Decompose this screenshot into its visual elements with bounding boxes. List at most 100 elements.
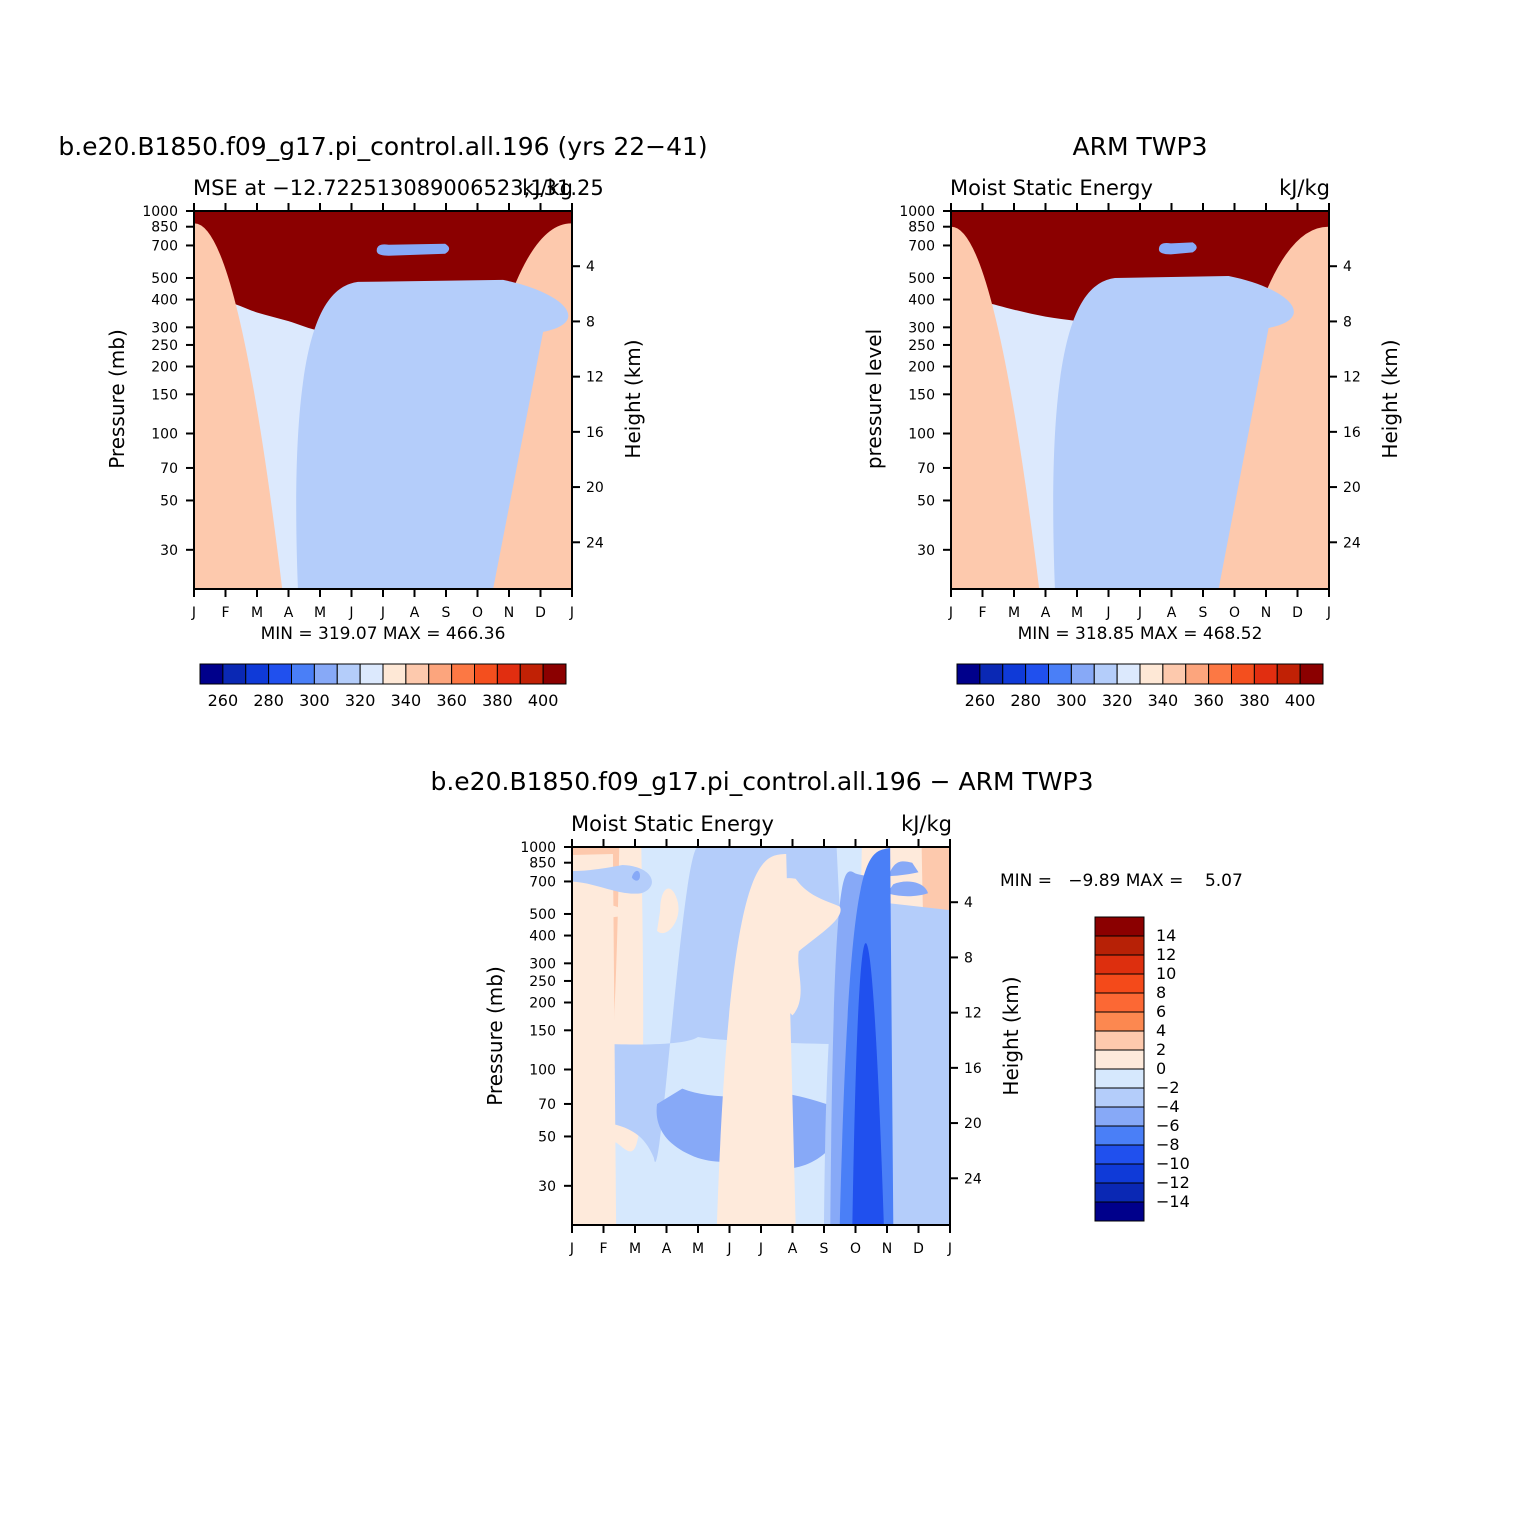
y2-tick-label: 12: [1343, 370, 1361, 386]
colorbar-swatch: [1093, 663, 1118, 685]
x-tick-label: N: [504, 605, 514, 621]
y-tick-label: 300: [151, 320, 178, 336]
colorbar-label: −4: [1156, 1097, 1180, 1116]
panel-title: b.e20.B1850.f09_g17.pi_control.all.196 (…: [58, 132, 707, 161]
colorbar-swatch: [1094, 1201, 1145, 1222]
panel-subtitle-left: Moist Static Energy: [950, 176, 1153, 200]
colorbar-swatch: [1094, 1144, 1145, 1165]
y2-axis-label: Height (km): [999, 976, 1023, 1095]
contour-band-310: [1158, 242, 1197, 255]
y-tick-label: 50: [917, 493, 935, 509]
x-tick-label: S: [1199, 605, 1208, 621]
colorbar-swatch: [1094, 1182, 1145, 1203]
x-tick-label: J: [569, 605, 574, 621]
y2-tick-label: 8: [1343, 314, 1352, 330]
colorbar-swatch: [1094, 916, 1145, 937]
contour-band-310: [376, 243, 450, 256]
colorbar-label: 14: [1156, 926, 1176, 945]
x-tick-label: F: [599, 1241, 607, 1257]
colorbar-swatch: [542, 663, 567, 685]
x-tick-label: D: [1292, 605, 1303, 621]
x-tick-label: N: [1261, 605, 1271, 621]
colorbar-swatch: [451, 663, 475, 685]
plot-axes: J F M A M J J A S O N D J 30 50 70 100 150 200 250 300 400 500…: [142, 203, 604, 621]
y-tick-label: 200: [529, 996, 556, 1012]
x-tick-label: F: [978, 605, 986, 621]
colorbar-swatch: [979, 663, 1004, 685]
contour-plot: [951, 211, 1329, 589]
y-tick-label: 100: [151, 426, 178, 442]
y2-tick-label: 16: [586, 425, 604, 441]
colorbar-swatch: [1094, 1163, 1145, 1184]
y2-tick-label: 4: [964, 895, 973, 911]
min-max-stats: MIN = −9.89 MAX = 5.07: [1000, 871, 1243, 891]
colorbar-label: −6: [1156, 1116, 1180, 1135]
y2-tick-label: 12: [586, 370, 604, 386]
x-tick-label: A: [284, 605, 294, 621]
panel-units-label: kJ/kg: [522, 176, 573, 200]
panel-model-mse: b.e20.B1850.f09_g17.pi_control.all.196 (…: [58, 132, 707, 710]
y-tick-label: 400: [529, 929, 556, 945]
y2-tick-label: 20: [586, 480, 604, 496]
min-max-stats: MIN = 318.85 MAX = 468.52: [1018, 624, 1263, 644]
x-tick-label: A: [788, 1241, 798, 1257]
x-tick-label: M: [314, 605, 326, 621]
colorbar-label: 12: [1156, 945, 1176, 964]
y2-tick-label: 8: [964, 950, 973, 966]
contour-plot: [194, 211, 572, 589]
colorbar-label: 2: [1156, 1040, 1166, 1059]
y2-tick-label: 24: [1343, 535, 1361, 551]
contour-plot: [572, 847, 950, 1225]
colorbar-swatch: [496, 663, 521, 685]
colorbar-label: 0: [1156, 1059, 1166, 1078]
colorbar-swatch: [382, 663, 407, 685]
colorbar-label: 400: [1285, 691, 1316, 710]
y-tick-label: 700: [908, 238, 935, 254]
panel-units-label: kJ/kg: [901, 812, 952, 836]
x-tick-label: A: [662, 1241, 672, 1257]
colorbar-swatch: [1094, 1011, 1145, 1032]
colorbar-label: −10: [1156, 1154, 1190, 1173]
y-tick-label: 70: [917, 461, 935, 477]
colorbar-label: 300: [1056, 691, 1087, 710]
y-axis-label: Pressure (mb): [483, 966, 507, 1106]
panel-title: ARM TWP3: [1073, 132, 1208, 161]
contour-band-320: [1053, 275, 1294, 589]
colorbar-swatch: [222, 663, 247, 685]
colorbar-label: 260: [965, 691, 996, 710]
colorbar-label: 280: [253, 691, 284, 710]
x-tick-label: D: [535, 605, 546, 621]
y-tick-label: 150: [908, 387, 935, 403]
y-tick-label: 250: [151, 338, 178, 354]
x-tick-label: M: [629, 1241, 641, 1257]
x-tick-label: J: [1326, 605, 1331, 621]
colorbar-swatch: [519, 663, 544, 685]
x-tick-label: S: [442, 605, 451, 621]
x-tick-label: M: [1008, 605, 1020, 621]
plot-axes: J F M A M J J A S O N D J 30 50 70 100 150 200 250 300 400 500…: [520, 839, 982, 1257]
panel-units-label: kJ/kg: [1279, 176, 1330, 200]
colorbar-label: 340: [1148, 691, 1179, 710]
y-tick-label: 50: [538, 1129, 556, 1145]
y2-tick-label: 24: [586, 535, 604, 551]
colorbar-label: −12: [1156, 1173, 1190, 1192]
y-tick-label: 300: [529, 956, 556, 972]
colorbar-label: 360: [1193, 691, 1224, 710]
colorbar-label: 320: [1102, 691, 1133, 710]
x-tick-label: J: [569, 1241, 574, 1257]
x-tick-label: O: [1229, 605, 1240, 621]
colorbar-swatch: [313, 663, 338, 685]
panel-subtitle-left: Moist Static Energy: [571, 812, 774, 836]
colorbar-swatch: [1094, 1125, 1145, 1146]
y-tick-label: 850: [908, 220, 935, 236]
min-max-stats: MIN = 319.07 MAX = 466.36: [261, 624, 506, 644]
y2-tick-label: 20: [964, 1116, 982, 1132]
contour-band-neg10-neg8-surface: [852, 943, 884, 1225]
x-tick-label: A: [410, 605, 420, 621]
colorbar-label: 400: [528, 691, 559, 710]
colorbar-label: 10: [1156, 964, 1176, 983]
colorbar-swatch: [1094, 1106, 1145, 1127]
